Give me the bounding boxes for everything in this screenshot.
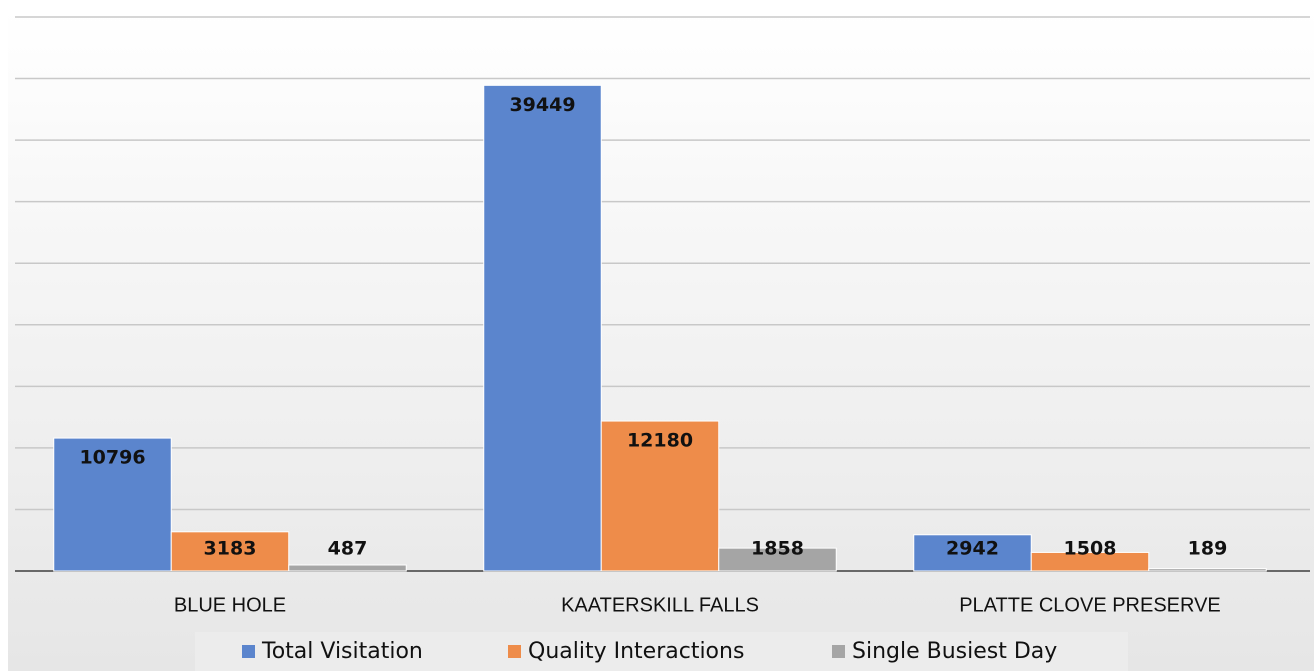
legend-swatch — [242, 645, 255, 658]
value-label: 2942 — [946, 538, 999, 560]
bar — [483, 84, 602, 572]
value-label: 12180 — [627, 430, 693, 452]
x-tick-label: BLUE HOLE — [174, 594, 286, 616]
value-label: 487 — [328, 538, 368, 560]
legend-label: Total Visitation — [261, 639, 423, 664]
value-label: 1508 — [1064, 538, 1117, 560]
legend-swatch — [508, 645, 521, 658]
bar — [1030, 551, 1150, 572]
legend-box — [195, 632, 1128, 671]
bar — [53, 437, 172, 572]
bar — [1148, 568, 1267, 572]
legend-label: Quality Interactions — [528, 639, 744, 664]
bar — [170, 531, 290, 572]
value-label: 10796 — [79, 447, 145, 469]
value-label: 39449 — [509, 94, 575, 116]
value-label: 189 — [1188, 538, 1228, 560]
bar — [718, 547, 837, 572]
value-label: 1858 — [751, 538, 804, 560]
x-tick-label: KAATERSKILL FALLS — [561, 594, 759, 616]
value-label: 3183 — [204, 538, 257, 560]
x-tick-label: PLATTE CLOVE PRESERVE — [959, 594, 1221, 616]
bar — [600, 420, 720, 572]
legend-label: Single Busiest Day — [852, 639, 1057, 664]
bar — [288, 564, 407, 572]
legend-swatch — [832, 645, 845, 658]
